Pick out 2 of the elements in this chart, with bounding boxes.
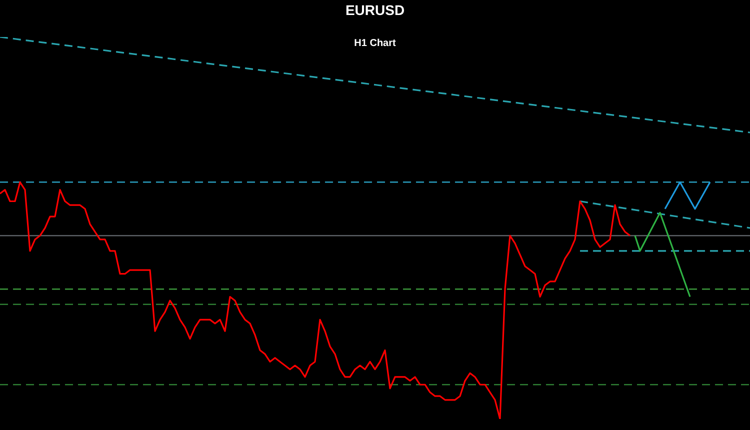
chart-title: EURUSD bbox=[344, 2, 406, 18]
chart-subtitle: H1 Chart bbox=[353, 38, 397, 49]
